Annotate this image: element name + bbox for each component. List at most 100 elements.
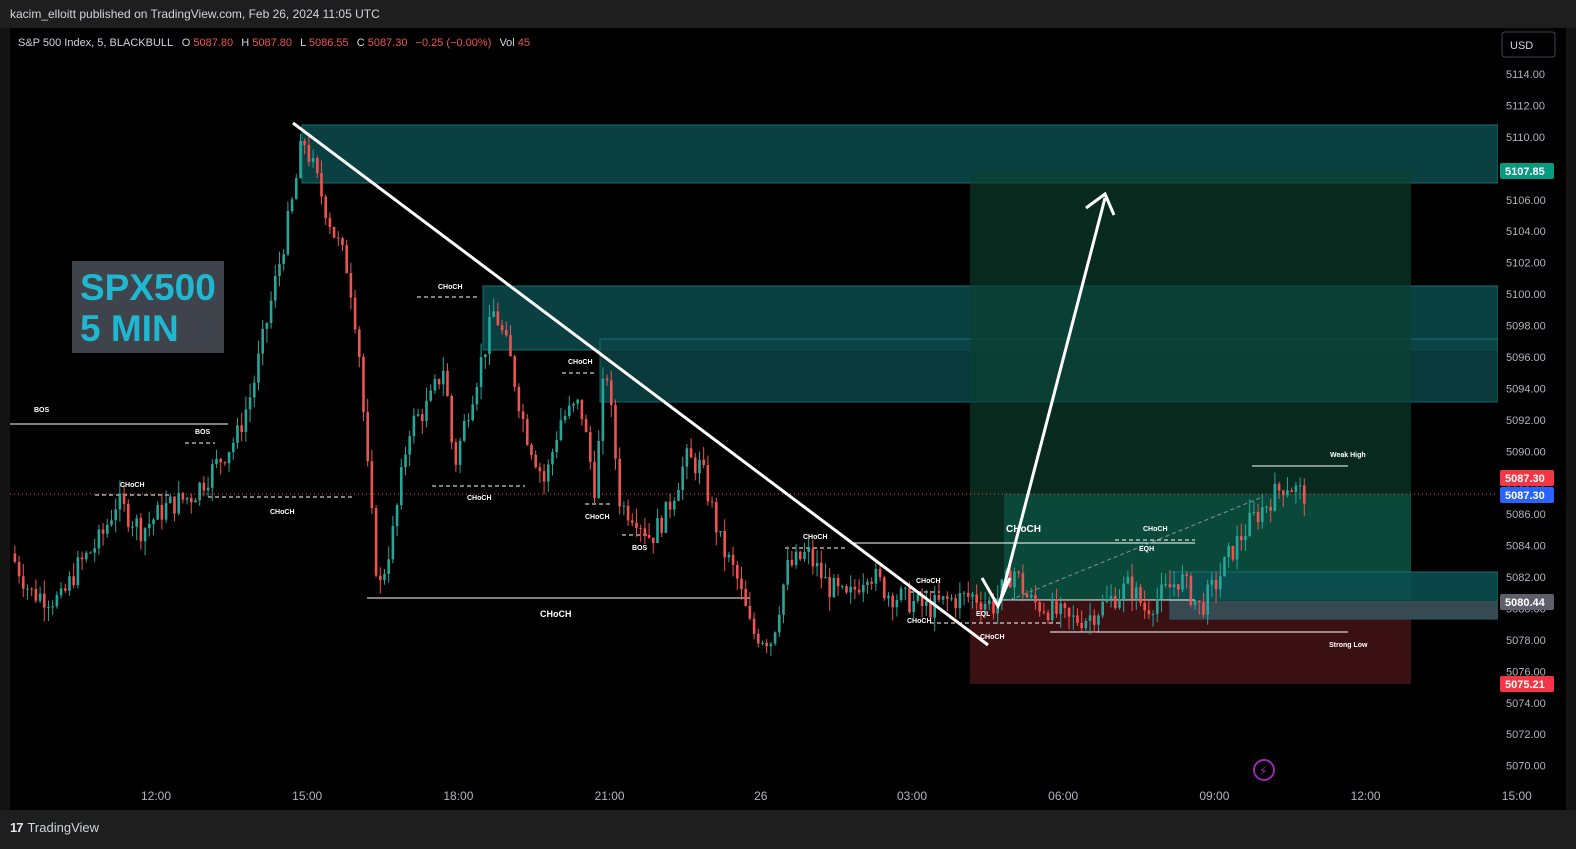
candle-bearish [446, 370, 449, 397]
chart-area[interactable]: BOS BOS BOS CHoCH CHoCH CHoCH CHoCH CHoC… [10, 28, 1566, 810]
candle-bullish [257, 353, 260, 383]
candle-bullish [210, 464, 214, 488]
candle-bullish [681, 466, 684, 491]
candle-bearish [504, 330, 508, 336]
candle-bullish [1223, 556, 1226, 577]
candle-bullish [1109, 596, 1113, 599]
annotation-labels: BOS BOS BOS CHoCH CHoCH CHoCH CHoCH CHoC… [34, 284, 1368, 649]
candle-bullish [761, 642, 764, 644]
candle-bullish [773, 632, 777, 644]
candle-bullish [1248, 512, 1251, 536]
candle-bullish [185, 497, 189, 500]
bos-label: BOS [34, 407, 50, 414]
last-price-value: 5087.30 [1505, 473, 1545, 485]
price-axis[interactable] [1498, 28, 1566, 788]
candle-bullish [416, 414, 420, 416]
candle-bearish [534, 454, 537, 468]
svg-text:S&P 500 Index, 5, BLACKBULL: S&P 500 Index, 5, BLACKBULL O 5087.80 H … [18, 37, 530, 49]
candle-bullish [299, 141, 302, 179]
candle-bullish [164, 503, 168, 520]
candle-bullish [194, 500, 197, 503]
candle-bearish [370, 461, 374, 509]
candle-bearish [908, 587, 911, 613]
candle-bullish [1218, 576, 1222, 590]
candle-bullish [1101, 601, 1104, 616]
candle-bearish [542, 471, 546, 482]
weak-high-label: Weak High [1330, 452, 1366, 459]
candle-bullish [311, 158, 315, 162]
candle-bullish [1227, 545, 1230, 557]
time-axis-ticks: 12:00 15:00 18:00 21:00 26 03:00 06:00 09:00 12:… [141, 789, 1532, 803]
candle-bearish [689, 448, 693, 458]
candle-bearish [307, 144, 311, 162]
candle-bearish [954, 598, 957, 609]
candle-bearish [1080, 622, 1083, 629]
candle-bullish [105, 524, 109, 534]
tradingview-logo[interactable]: 17 TradingView [10, 820, 99, 835]
time-tick-label: 12:00 [1351, 789, 1381, 803]
close-value: 5087.30 [368, 37, 408, 49]
high-label: H [241, 37, 249, 49]
candle-bearish [240, 425, 243, 433]
candle-bullish [1118, 598, 1121, 608]
candle-bullish [395, 505, 399, 527]
candle-bearish [378, 575, 382, 581]
low-label: L [300, 37, 306, 49]
candle-bearish [525, 419, 529, 445]
candle-bullish [1181, 574, 1184, 590]
candle-bearish [1143, 602, 1146, 611]
choch-label: CHoCH [120, 482, 145, 489]
currency-button[interactable] [1501, 31, 1556, 58]
candle-bullish [887, 595, 890, 599]
candle-bearish [1130, 576, 1134, 599]
choch-label: CHoCH [438, 284, 463, 291]
chart-svg[interactable]: BOS BOS BOS CHoCH CHoCH CHoCH CHoCH CHoC… [10, 28, 1566, 810]
candle-bullish [93, 548, 96, 553]
choch-label: CHoCH [980, 634, 1005, 641]
candle-bullish [567, 405, 571, 417]
candle-bullish [941, 596, 945, 600]
candle-bearish [1046, 612, 1050, 621]
candle-bearish [173, 496, 176, 514]
bos-label: BOS [632, 545, 648, 552]
candle-bearish [630, 520, 634, 523]
candle-bearish [614, 404, 617, 459]
candle-bearish [748, 605, 752, 619]
candle-bullish [840, 586, 844, 588]
candle-bullish [698, 459, 701, 474]
candle-bullish [425, 400, 428, 421]
publisher-text: kacim_elloitt published on TradingView.c… [10, 7, 380, 21]
open-value: 5087.80 [193, 37, 233, 49]
candle-bearish [836, 577, 840, 587]
candle-bullish [1235, 536, 1239, 560]
candle-bullish [899, 588, 903, 600]
candle-bearish [639, 527, 642, 529]
title-line1: SPX500 [80, 267, 216, 308]
candle-bearish [693, 457, 697, 474]
candle-bullish [89, 552, 92, 554]
open-label: O [182, 37, 191, 49]
choch-label: CHoCH [907, 618, 932, 625]
candle-bullish [958, 593, 962, 609]
candle-bullish [1273, 483, 1277, 511]
candle-bullish [866, 581, 869, 585]
candle-bullish [227, 452, 231, 464]
candle-bullish [1134, 587, 1138, 599]
candle-bullish [1155, 599, 1159, 615]
time-tick-label: 09:00 [1199, 789, 1229, 803]
time-axis[interactable] [10, 788, 1566, 810]
candle-bullish [391, 526, 395, 560]
candle-bullish [727, 554, 731, 558]
price-tick-label: 5094.00 [1506, 383, 1546, 395]
candle-bearish [42, 593, 46, 608]
trend-line [292, 121, 989, 647]
candle-bullish [572, 403, 575, 406]
candle-bearish [1189, 575, 1193, 605]
candle-bullish [1097, 615, 1100, 625]
currency-label: USD [1510, 40, 1533, 52]
candle-bearish [517, 386, 521, 412]
lightning-icon[interactable] [1253, 759, 1275, 781]
candle-bearish [223, 462, 227, 464]
entry-arrow [980, 577, 1012, 610]
price-tick-label: 5096.00 [1506, 352, 1546, 364]
